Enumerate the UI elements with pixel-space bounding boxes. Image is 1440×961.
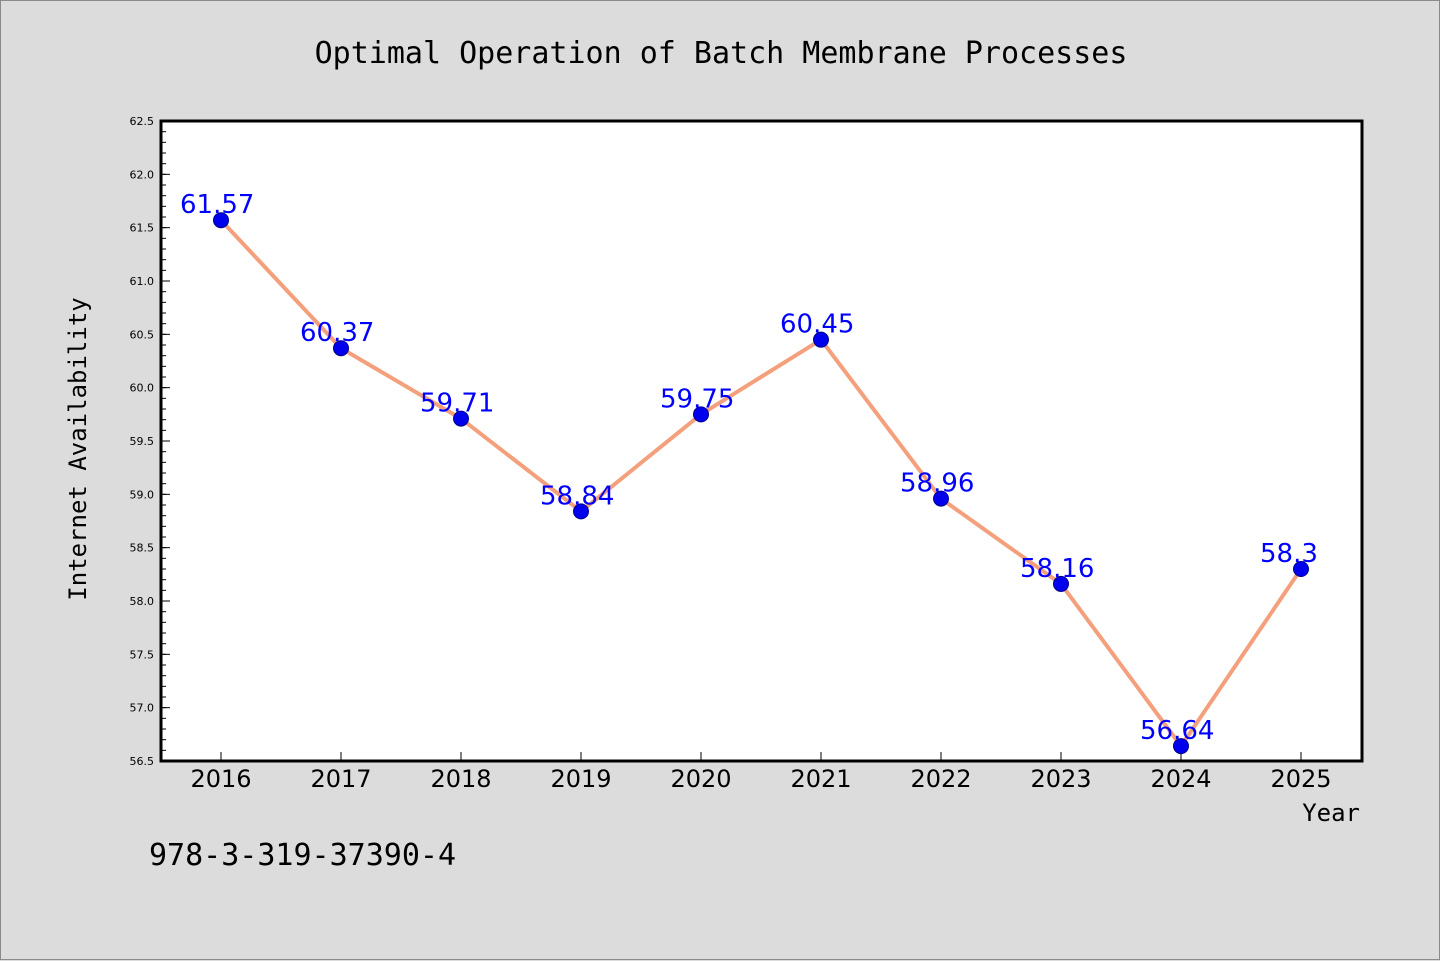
data-label: 59.71	[420, 389, 494, 419]
y-tick-label: 58.0	[130, 595, 155, 608]
data-point	[813, 331, 829, 348]
y-tick-label: 60.5	[130, 328, 155, 341]
x-tick-label: 2020	[670, 765, 731, 793]
data-label: 59.75	[660, 384, 734, 414]
data-label: 58.3	[1260, 539, 1318, 569]
data-label: 58.96	[900, 469, 974, 499]
y-tick-label: 62.0	[130, 168, 155, 181]
data-point	[1173, 738, 1189, 755]
data-label: 61.57	[180, 190, 254, 220]
y-tick-label: 57.0	[130, 702, 155, 715]
series-markers	[213, 212, 1309, 755]
data-point	[693, 406, 709, 423]
data-label: 58.16	[1020, 554, 1094, 584]
y-tick-label: 59.0	[130, 488, 155, 501]
data-point	[933, 490, 949, 507]
data-point	[213, 212, 229, 229]
y-axis-label: Internet Availability	[64, 297, 92, 600]
y-tick-label: 59.5	[130, 435, 155, 448]
y-tick-label: 56.5	[130, 755, 155, 768]
x-tick-label: 2024	[1150, 765, 1211, 793]
x-axis-label: Year	[1302, 799, 1360, 827]
series-line	[219, 218, 1303, 749]
data-label: 56.64	[1140, 716, 1214, 746]
data-point	[453, 410, 469, 427]
x-tick-label: 2023	[1030, 765, 1091, 793]
data-point	[573, 503, 589, 520]
isbn-text: 978-3-319-37390-4	[149, 838, 456, 873]
x-tick-label: 2017	[310, 765, 371, 793]
x-tick-label: 2019	[550, 765, 611, 793]
plot-frame	[159, 119, 1364, 763]
y-axis-ticks: 56.5 57.0 57.5 58.0 58.5 59.0 59.5 60.0 60.5 61.0…	[130, 115, 170, 768]
y-tick-label: 61.5	[130, 222, 155, 235]
x-tick-label: 2022	[910, 765, 971, 793]
plot-area	[161, 121, 1362, 761]
x-tick-label: 2016	[190, 765, 251, 793]
data-label: 60.37	[300, 318, 374, 348]
data-point	[333, 340, 349, 357]
x-tick-label: 2018	[430, 765, 491, 793]
data-label: 58.84	[540, 481, 614, 511]
y-tick-label: 58.5	[130, 542, 155, 555]
data-point	[1293, 561, 1309, 577]
data-labels: 61.57 60.37 59.71 58.84 59.75 60.45 58.96 58.16…	[180, 190, 1318, 746]
data-point	[1053, 575, 1069, 592]
y-tick-label: 57.5	[130, 648, 155, 661]
x-axis-ticks: 2016 2017 2018 2019 2020 2021 2022 2023 2024 2025	[190, 752, 1332, 793]
y-tick-label: 62.5	[130, 115, 155, 128]
chart-title: Optimal Operation of Batch Membrane Proc…	[315, 36, 1128, 71]
data-label: 60.45	[780, 310, 854, 340]
x-tick-label: 2021	[790, 765, 851, 793]
y-tick-label: 61.0	[130, 275, 155, 288]
y-tick-label: 60.0	[130, 382, 155, 395]
x-tick-label: 2025	[1270, 765, 1331, 793]
